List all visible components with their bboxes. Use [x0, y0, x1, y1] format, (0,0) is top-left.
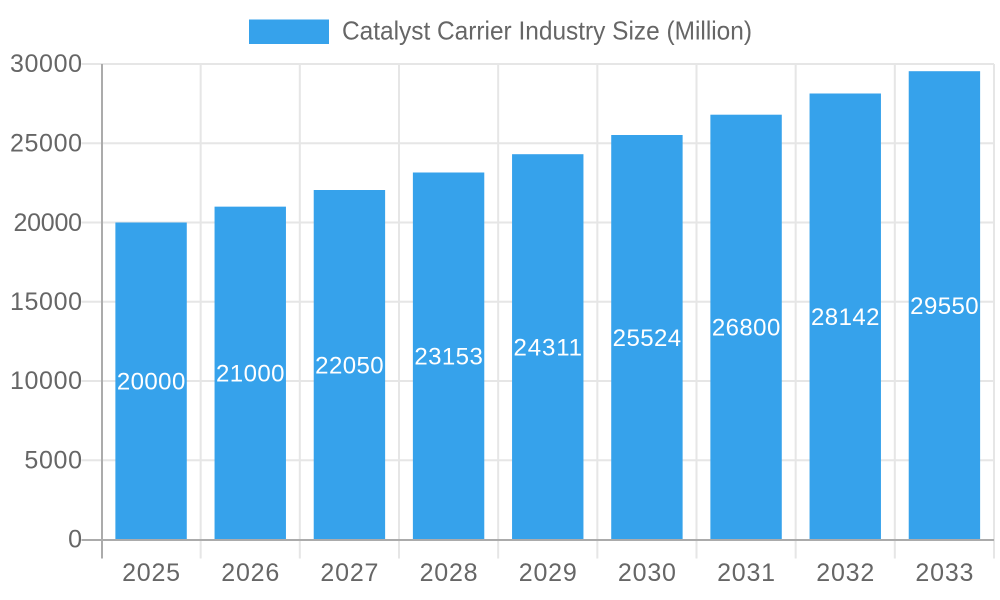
svg-text:5000: 5000 [24, 446, 82, 474]
svg-text:28142: 28142 [811, 304, 880, 331]
svg-text:2025: 2025 [122, 559, 180, 587]
svg-text:30000: 30000 [10, 50, 82, 78]
svg-text:2028: 2028 [420, 559, 478, 587]
svg-text:2030: 2030 [618, 559, 676, 587]
svg-text:15000: 15000 [10, 288, 82, 316]
svg-text:0: 0 [68, 526, 82, 554]
svg-text:20000: 20000 [14, 209, 83, 237]
svg-text:25524: 25524 [613, 325, 682, 352]
svg-text:29550: 29550 [910, 293, 979, 320]
svg-text:2031: 2031 [717, 559, 775, 587]
svg-text:10000: 10000 [10, 367, 82, 395]
svg-text:2029: 2029 [519, 559, 577, 587]
svg-text:26800: 26800 [712, 315, 781, 342]
svg-text:20000: 20000 [117, 369, 186, 396]
svg-text:21000: 21000 [216, 361, 285, 388]
svg-text:2026: 2026 [221, 559, 279, 587]
svg-text:2033: 2033 [915, 559, 973, 587]
svg-text:2032: 2032 [816, 559, 874, 587]
svg-text:Catalyst Carrier Industry Size: Catalyst Carrier Industry Size (Million) [342, 16, 752, 46]
svg-text:2027: 2027 [320, 559, 378, 587]
svg-text:24311: 24311 [514, 334, 583, 361]
svg-text:22050: 22050 [315, 352, 384, 379]
svg-text:23153: 23153 [414, 344, 483, 371]
svg-text:25000: 25000 [10, 129, 82, 157]
